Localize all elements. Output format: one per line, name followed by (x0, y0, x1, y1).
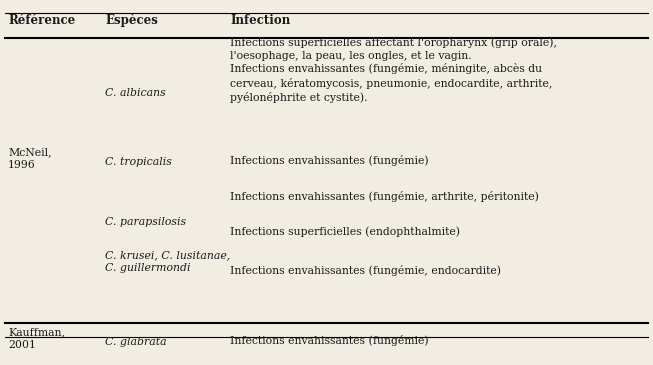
Text: Infections envahissantes (fungémie): Infections envahissantes (fungémie) (230, 155, 428, 166)
Text: C. parapsilosis: C. parapsilosis (105, 217, 186, 227)
Text: Infection: Infection (230, 14, 290, 27)
Text: Infections superficielles affectant l'oropharynx (grip orale),
l'oesophage, la p: Infections superficielles affectant l'or… (230, 37, 557, 61)
Text: C. glabrata: C. glabrata (105, 337, 167, 347)
Text: Référence: Référence (8, 14, 75, 27)
Text: Infections envahissantes (fungémie, arthrite, péritonite): Infections envahissantes (fungémie, arth… (230, 192, 539, 203)
Text: Kauffman,
2001: Kauffman, 2001 (8, 327, 65, 350)
Text: Infections envahissantes (fungémie): Infections envahissantes (fungémie) (230, 335, 428, 346)
Text: C. albicans: C. albicans (105, 88, 166, 98)
Text: C. krusei, C. lusitanae,
C. guillermondi: C. krusei, C. lusitanae, C. guillermondi (105, 251, 231, 273)
Text: Infections envahissantes (fungémie, méningite, abcès du
cerveau, kératomycosis, : Infections envahissantes (fungémie, méni… (230, 64, 552, 103)
Text: Infections envahissantes (fungémie, endocardite): Infections envahissantes (fungémie, endo… (230, 265, 501, 277)
Text: Infections superficielles (endophthalmite): Infections superficielles (endophthalmit… (230, 227, 460, 237)
Text: Espèces: Espèces (105, 14, 158, 27)
Text: C. tropicalis: C. tropicalis (105, 157, 172, 167)
Text: McNeil,
1996: McNeil, 1996 (8, 147, 52, 170)
